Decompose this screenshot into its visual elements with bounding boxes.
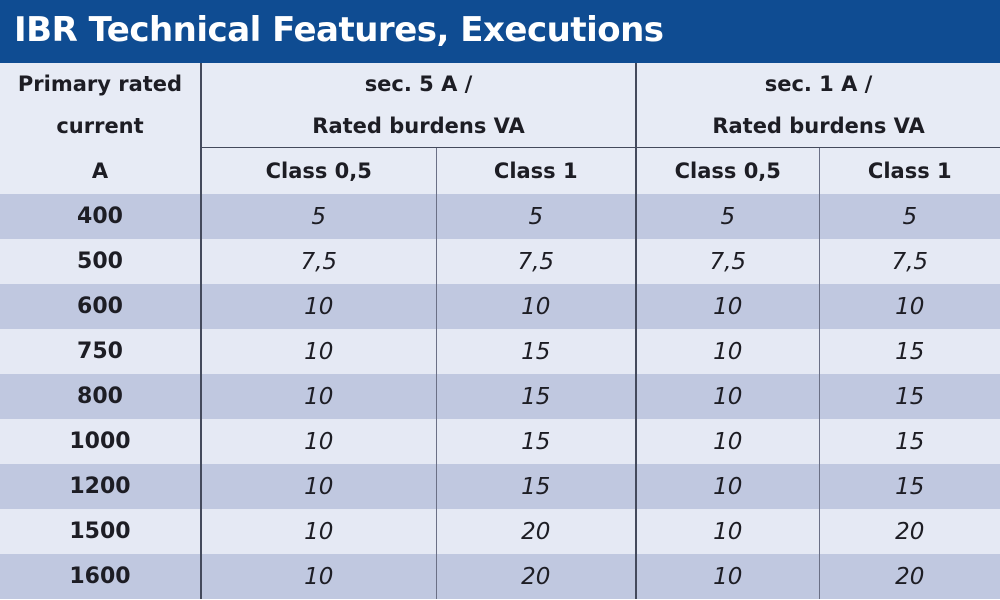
table-row: 1600 10 20 10 20 [0, 554, 1000, 599]
header-sec5-line2: Rated burdens VA [201, 105, 638, 148]
table-row: 400 5 5 5 5 [0, 194, 1000, 239]
value-cell: 10 [636, 329, 820, 374]
table-row: 600 10 10 10 10 [0, 284, 1000, 329]
value-cell: 10 [201, 554, 437, 599]
value-cell: 10 [201, 509, 437, 554]
header-sec5-class1: Class 1 [436, 147, 638, 194]
header-sec5-class05: Class 0,5 [201, 147, 437, 194]
primary-current-cell: 1500 [0, 509, 202, 554]
value-cell: 15 [436, 329, 638, 374]
header-sec5-line1: sec. 5 A / [201, 63, 638, 105]
value-cell: 10 [636, 419, 820, 464]
table-row: 750 10 15 10 15 [0, 329, 1000, 374]
value-cell: 5 [636, 194, 820, 239]
table-row: 500 7,5 7,5 7,5 7,5 [0, 239, 1000, 284]
value-cell: 15 [436, 464, 638, 509]
primary-current-cell: 800 [0, 374, 202, 419]
value-cell: 7,5 [819, 239, 1000, 284]
header-sec1-line2: Rated burdens VA [636, 105, 1000, 148]
value-cell: 10 [636, 509, 820, 554]
table-row: 1000 10 15 10 15 [0, 419, 1000, 464]
value-cell: 15 [436, 419, 638, 464]
header-sec1-class1: Class 1 [819, 147, 1000, 194]
table-row: 800 10 15 10 15 [0, 374, 1000, 419]
value-cell: 7,5 [436, 239, 638, 284]
value-cell: 10 [636, 374, 820, 419]
value-cell: 10 [201, 464, 437, 509]
primary-current-cell: 750 [0, 329, 202, 374]
value-cell: 10 [201, 374, 437, 419]
primary-current-cell: 600 [0, 284, 202, 329]
value-cell: 5 [819, 194, 1000, 239]
table-row: 1200 10 15 10 15 [0, 464, 1000, 509]
primary-current-cell: 1600 [0, 554, 202, 599]
value-cell: 10 [819, 284, 1000, 329]
value-cell: 20 [819, 509, 1000, 554]
value-cell: 15 [819, 374, 1000, 419]
page-title: IBR Technical Features, Executions [14, 10, 664, 50]
header-sec1-class05: Class 0,5 [636, 147, 820, 194]
value-cell: 10 [436, 284, 638, 329]
value-cell: 10 [201, 329, 437, 374]
value-cell: 7,5 [636, 239, 820, 284]
value-cell: 20 [819, 554, 1000, 599]
value-cell: 10 [201, 419, 437, 464]
value-cell: 15 [436, 374, 638, 419]
value-cell: 20 [436, 509, 638, 554]
title-bar: IBR Technical Features, Executions [0, 0, 1000, 63]
value-cell: 15 [819, 464, 1000, 509]
value-cell: 15 [819, 329, 1000, 374]
value-cell: 10 [636, 284, 820, 329]
value-cell: 10 [636, 554, 820, 599]
header-primary-unit: A [0, 147, 202, 194]
header-primary-line2: current [0, 105, 202, 148]
value-cell: 15 [819, 419, 1000, 464]
header-primary-line1: Primary rated [0, 63, 202, 105]
primary-current-cell: 400 [0, 194, 202, 239]
primary-current-cell: 500 [0, 239, 202, 284]
primary-current-cell: 1200 [0, 464, 202, 509]
header-sec1-line1: sec. 1 A / [636, 63, 1000, 105]
value-cell: 10 [636, 464, 820, 509]
value-cell: 5 [436, 194, 638, 239]
value-cell: 20 [436, 554, 638, 599]
features-table: Primary rated sec. 5 A / sec. 1 A / curr… [0, 63, 1000, 599]
value-cell: 7,5 [201, 239, 437, 284]
table-row: 1500 10 20 10 20 [0, 509, 1000, 554]
value-cell: 10 [201, 284, 437, 329]
primary-current-cell: 1000 [0, 419, 202, 464]
value-cell: 5 [201, 194, 437, 239]
